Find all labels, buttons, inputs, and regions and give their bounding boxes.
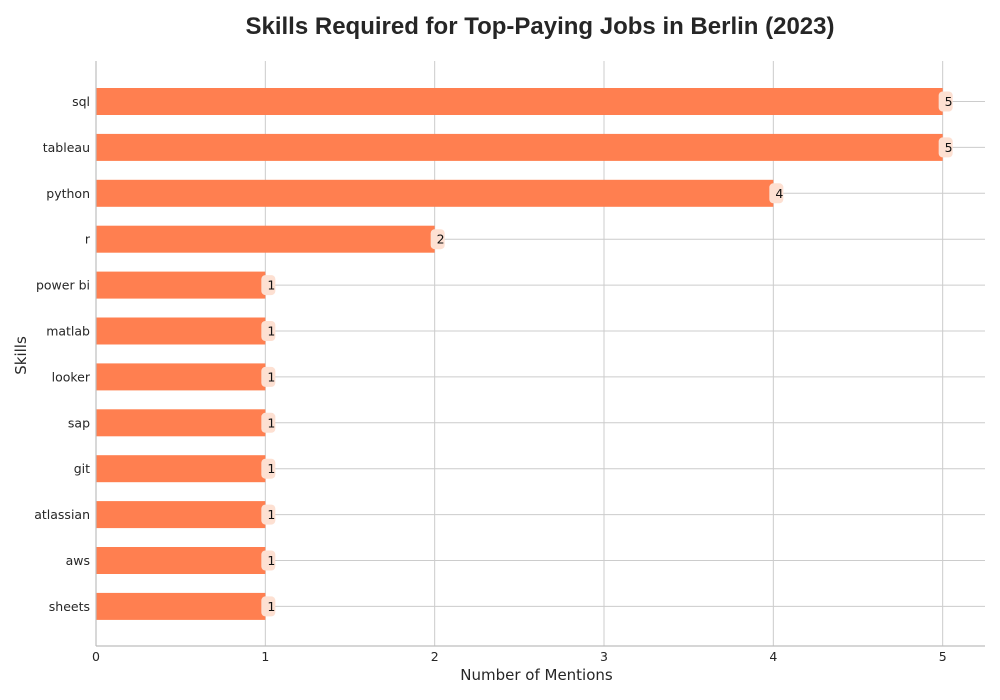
y-axis-label: Skills xyxy=(12,336,30,375)
y-tick-label-atlassian: atlassian xyxy=(34,507,90,522)
data-label-box xyxy=(769,183,784,204)
y-tick-label-aws: aws xyxy=(66,553,90,568)
data-label-box xyxy=(261,366,276,387)
x-axis-label: Number of Mentions xyxy=(460,666,613,684)
bar-git xyxy=(96,455,266,483)
data-label-matlab: 1 xyxy=(267,324,275,339)
x-tick-label: 0 xyxy=(92,649,100,664)
y-tick-label-python: python xyxy=(46,186,90,201)
bar-matlab xyxy=(96,317,266,345)
data-label-box xyxy=(261,550,276,571)
data-label-git: 1 xyxy=(267,461,275,476)
bar-aws xyxy=(96,547,266,574)
data-label-sap: 1 xyxy=(267,415,275,430)
y-tick-label-sql: sql xyxy=(72,94,90,109)
data-label-power-bi: 1 xyxy=(267,278,275,293)
data-label-box xyxy=(261,458,276,479)
y-tick-label-sheets: sheets xyxy=(49,599,90,614)
data-label-box xyxy=(938,91,953,112)
data-label-r: 2 xyxy=(437,232,445,247)
chart-title: Skills Required for Top-Paying Jobs in B… xyxy=(245,13,834,40)
y-tick-label-git: git xyxy=(74,461,90,476)
data-label-box xyxy=(261,504,276,525)
bar-sql xyxy=(96,88,943,115)
y-tick-label-sap: sap xyxy=(68,415,90,430)
x-tick-label: 1 xyxy=(261,649,269,664)
y-tick-label-matlab: matlab xyxy=(46,324,90,339)
x-tick-label: 2 xyxy=(431,649,439,664)
bar-power-bi xyxy=(96,271,266,299)
data-label-python: 4 xyxy=(775,186,783,201)
x-tick-label: 5 xyxy=(939,649,947,664)
data-label-layer: 5 5 4 2 1 1 1 1 1 1 1 1 xyxy=(261,91,953,617)
bar-sheets xyxy=(96,592,266,620)
bar-python xyxy=(96,179,774,207)
data-label-box xyxy=(938,137,953,158)
data-label-atlassian: 1 xyxy=(267,507,275,522)
data-label-tableau: 5 xyxy=(945,140,953,155)
data-label-box xyxy=(430,229,445,250)
bar-r xyxy=(96,225,435,253)
bar-layer xyxy=(96,88,943,620)
x-tick-label: 3 xyxy=(600,649,608,664)
data-label-sheets: 1 xyxy=(267,599,275,614)
y-tick-label-tableau: tableau xyxy=(43,140,90,155)
x-tick-label: 4 xyxy=(769,649,777,664)
bar-looker xyxy=(96,363,266,391)
bar-atlassian xyxy=(96,501,266,529)
data-label-sql: 5 xyxy=(945,94,953,109)
y-tick-label-r: r xyxy=(85,232,91,247)
data-label-box xyxy=(261,596,276,617)
data-label-looker: 1 xyxy=(267,369,275,384)
data-label-box xyxy=(261,412,276,433)
data-label-box xyxy=(261,275,276,296)
bar-sap xyxy=(96,409,266,437)
y-tick-label-power-bi: power bi xyxy=(36,278,90,293)
tick-layer: 0 1 2 3 4 5 sql tableau python r power bi matlab loo… xyxy=(34,94,946,664)
bar-tableau xyxy=(96,133,943,161)
data-label-aws: 1 xyxy=(267,553,275,568)
y-tick-label-looker: looker xyxy=(52,369,91,384)
data-label-box xyxy=(261,321,276,341)
